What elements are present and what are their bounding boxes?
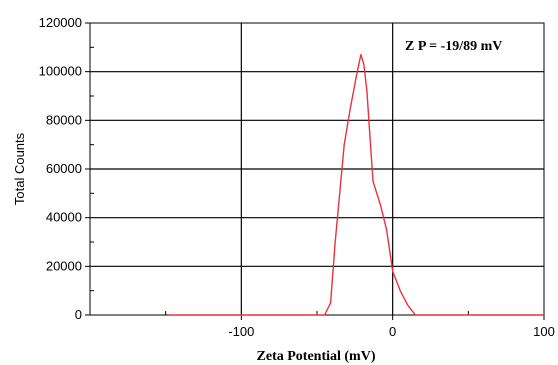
x-tick-label: 100 — [533, 324, 555, 339]
series-line — [168, 53, 544, 316]
y-tick-label: 0 — [75, 307, 82, 322]
x-axis-ticks: -100 0 100 — [165, 311, 555, 339]
y-tick-label: 120000 — [39, 15, 82, 30]
y-tick-label: 100000 — [39, 64, 82, 79]
series-group — [168, 53, 544, 316]
y-tick-label: 60000 — [46, 161, 82, 176]
y-tick-label: 40000 — [46, 210, 82, 225]
y-tick-label: 80000 — [46, 112, 82, 127]
x-tick-label: -100 — [228, 324, 254, 339]
y-tick-label: 20000 — [46, 258, 82, 273]
x-axis-title: Zeta Potential (mV) — [257, 349, 376, 364]
y-axis-ticks: 0 20000 40000 60000 80000 100000 120000 — [39, 15, 94, 322]
x-tick-label: 0 — [389, 324, 396, 339]
y-axis-title: Total Counts — [12, 132, 27, 205]
annotation-zeta-potential: Z P = -19/89 mV — [405, 39, 502, 54]
